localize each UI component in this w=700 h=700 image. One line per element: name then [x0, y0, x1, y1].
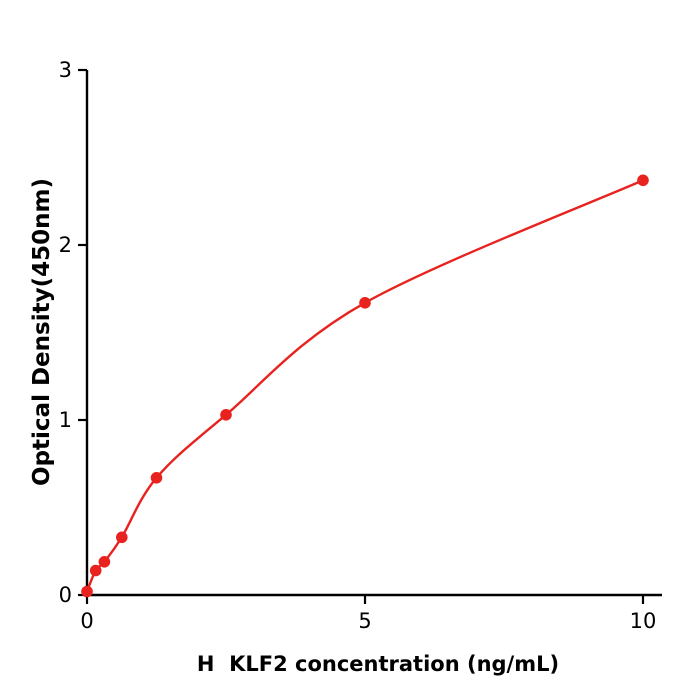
fit-curve: [85, 179, 645, 593]
data-point: [98, 556, 111, 568]
y-tick-label: 1: [59, 408, 72, 432]
y-tick-label: 0: [59, 583, 72, 607]
x-tick-label: 10: [630, 609, 657, 633]
y-axis-title: Optical Density(450nm): [29, 178, 55, 486]
y-tick-label: 3: [59, 58, 72, 82]
data-point: [637, 174, 649, 187]
data-point: [150, 472, 163, 484]
y-tick-label: 2: [59, 233, 72, 257]
data-point: [89, 564, 102, 577]
data-point: [359, 297, 371, 309]
data-point: [116, 531, 128, 544]
x-tick-label: 0: [80, 609, 93, 633]
x-tick-label: 5: [358, 609, 371, 633]
x-axis-title: H KLF2 concentration (ng/mL): [196, 652, 560, 676]
data-point: [81, 585, 93, 598]
data-point: [220, 409, 232, 421]
